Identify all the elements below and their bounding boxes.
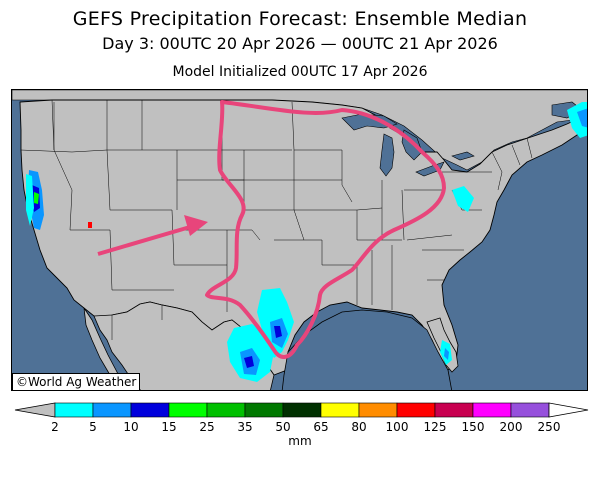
colorbar-tick-label: 10 bbox=[123, 420, 139, 434]
colorbar-bin bbox=[54, 402, 94, 418]
colorbar-tick-label: 50 bbox=[275, 420, 291, 434]
colorbar-tick-label: 200 bbox=[499, 420, 523, 434]
colorbar-tick-label: 2 bbox=[51, 420, 59, 434]
colorbar-tick-label: 25 bbox=[199, 420, 215, 434]
colorbar-tick-label: 250 bbox=[537, 420, 561, 434]
colorbar-tick-label: 150 bbox=[461, 420, 485, 434]
colorbar-left-arrow bbox=[14, 402, 56, 418]
colorbar-bin bbox=[244, 402, 284, 418]
colorbar-bin bbox=[282, 402, 322, 418]
colorbar-bin bbox=[130, 402, 170, 418]
colorbar-bins bbox=[54, 402, 550, 418]
colorbar-tick-label: 125 bbox=[423, 420, 447, 434]
colorbar-tick-label: 65 bbox=[313, 420, 329, 434]
map-canvas bbox=[12, 90, 587, 390]
credit-label: ©World Ag Weather bbox=[12, 373, 141, 391]
colorbar-unit: mm bbox=[288, 434, 312, 448]
colorbar-tick-label: 15 bbox=[161, 420, 177, 434]
colorbar-tick-label: 35 bbox=[237, 420, 253, 434]
valid-period: Day 3: 00UTC 20 Apr 2026 — 00UTC 21 Apr … bbox=[102, 34, 498, 53]
colorbar-bin bbox=[92, 402, 132, 418]
motion-arrow bbox=[97, 225, 191, 256]
lake-ontario bbox=[451, 151, 475, 161]
colorbar-bin bbox=[358, 402, 398, 418]
colorbar-bin bbox=[396, 402, 436, 418]
risk-area-outline bbox=[205, 100, 446, 359]
lake-michigan bbox=[379, 133, 395, 177]
colorbar-right-arrow bbox=[548, 402, 589, 418]
colorbar-bin bbox=[320, 402, 360, 418]
colorbar-tick-label: 100 bbox=[385, 420, 409, 434]
colorbar-bin bbox=[168, 402, 208, 418]
colorbar-tick-label: 80 bbox=[351, 420, 367, 434]
model-init: Model Initialized 00UTC 17 Apr 2026 bbox=[172, 64, 428, 80]
motion-arrow-head bbox=[184, 215, 208, 236]
gulf-of-mexico bbox=[281, 309, 453, 390]
colorbar-bin bbox=[510, 402, 550, 418]
colorbar-tick-label: 5 bbox=[89, 420, 97, 434]
map-title: GEFS Precipitation Forecast: Ensemble Me… bbox=[72, 8, 528, 30]
precipitation-map bbox=[11, 89, 588, 391]
colorbar-bin bbox=[472, 402, 512, 418]
colorbar-bin bbox=[434, 402, 474, 418]
colorbar bbox=[14, 402, 589, 418]
colorbar-bin bbox=[206, 402, 246, 418]
